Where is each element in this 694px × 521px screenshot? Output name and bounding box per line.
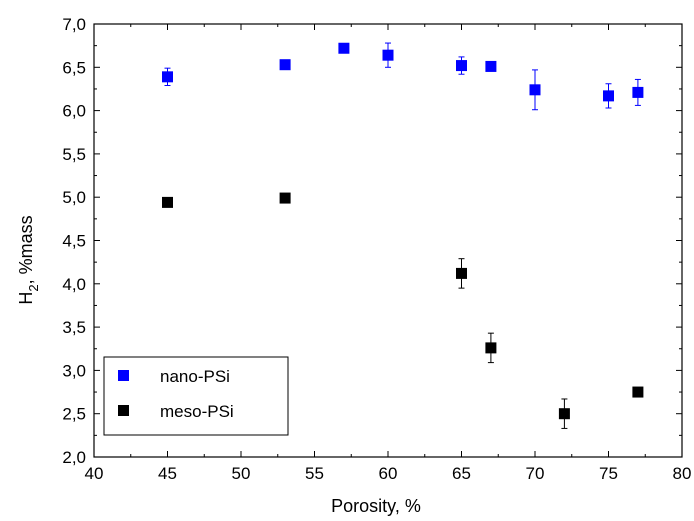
x-tick-label: 55 bbox=[305, 464, 324, 483]
y-tick-label: 2,5 bbox=[62, 405, 86, 424]
y-axis-title-main: H bbox=[16, 292, 36, 305]
legend-label-meso-psi: meso-PSi bbox=[160, 402, 234, 421]
y-axis-title: H2, %mass bbox=[16, 215, 41, 304]
x-tick-label: 65 bbox=[452, 464, 471, 483]
y-tick-label: 6,5 bbox=[62, 58, 86, 77]
y-tick-label: 3,5 bbox=[62, 318, 86, 337]
y-tick-label: 4,0 bbox=[62, 275, 86, 294]
data-point-nano-psi bbox=[529, 84, 541, 96]
y-tick-label: 5,0 bbox=[62, 188, 86, 207]
y-tick-label: 5,5 bbox=[62, 145, 86, 164]
x-axis-title: Porosity, % bbox=[331, 496, 421, 516]
x-tick-label: 50 bbox=[232, 464, 251, 483]
data-point-meso-psi bbox=[279, 192, 291, 204]
data-point-meso-psi bbox=[558, 408, 570, 420]
y-axis-title-subscript: 2 bbox=[26, 284, 41, 291]
x-tick-label: 45 bbox=[158, 464, 177, 483]
data-point-nano-psi bbox=[632, 86, 644, 98]
y-tick-label: 3,0 bbox=[62, 361, 86, 380]
x-tick-label: 40 bbox=[85, 464, 104, 483]
data-point-nano-psi bbox=[338, 42, 350, 54]
data-point-meso-psi bbox=[456, 267, 467, 279]
data-point-nano-psi bbox=[279, 59, 291, 71]
y-tick-label: 2,0 bbox=[62, 448, 86, 467]
data-point-nano-psi bbox=[456, 60, 467, 72]
axis-ticks: 40 45 50 55 60 65 70 75 80 2,0 2,5 3,0 3,5 4,0 4,5 5,0 5… bbox=[62, 15, 691, 483]
y-tick-label: 4,5 bbox=[62, 232, 86, 251]
legend-marker-meso-psi bbox=[118, 405, 129, 416]
data-point-meso-psi bbox=[632, 386, 644, 398]
legend-box bbox=[103, 356, 289, 436]
data-point-nano-psi bbox=[382, 49, 394, 61]
y-tick-label: 7,0 bbox=[62, 15, 86, 34]
data-point-nano-psi bbox=[603, 90, 614, 102]
x-tick-label: 80 bbox=[673, 464, 692, 483]
data-point-meso-psi bbox=[485, 342, 497, 354]
y-axis-title-rest: , %mass bbox=[16, 215, 36, 284]
data-points bbox=[162, 42, 644, 420]
x-tick-label: 60 bbox=[379, 464, 398, 483]
x-tick-label: 70 bbox=[526, 464, 545, 483]
y-tick-label: 6,0 bbox=[62, 102, 86, 121]
data-point-nano-psi bbox=[485, 60, 497, 72]
data-point-nano-psi bbox=[162, 71, 173, 83]
legend-label-nano-psi: nano-PSi bbox=[160, 367, 230, 386]
x-tick-label: 75 bbox=[599, 464, 618, 483]
data-point-meso-psi bbox=[162, 196, 173, 208]
legend-marker-nano-psi bbox=[118, 370, 129, 381]
legend: nano-PSi meso-PSi bbox=[103, 356, 289, 436]
